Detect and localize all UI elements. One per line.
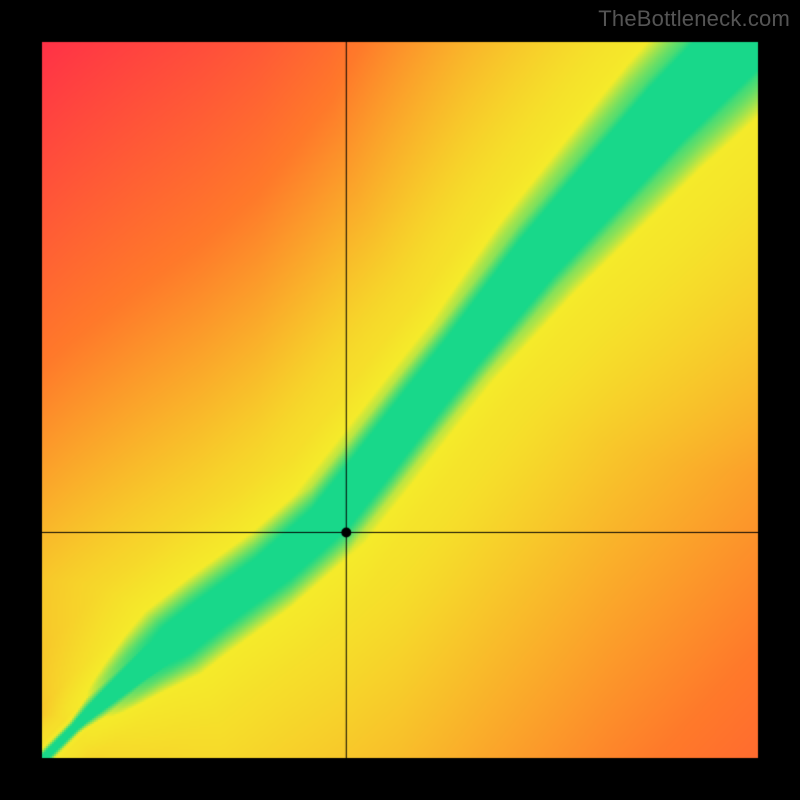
chart-container: TheBottleneck.com	[0, 0, 800, 800]
bottleneck-heatmap-canvas	[0, 0, 800, 800]
watermark-text: TheBottleneck.com	[598, 6, 790, 32]
